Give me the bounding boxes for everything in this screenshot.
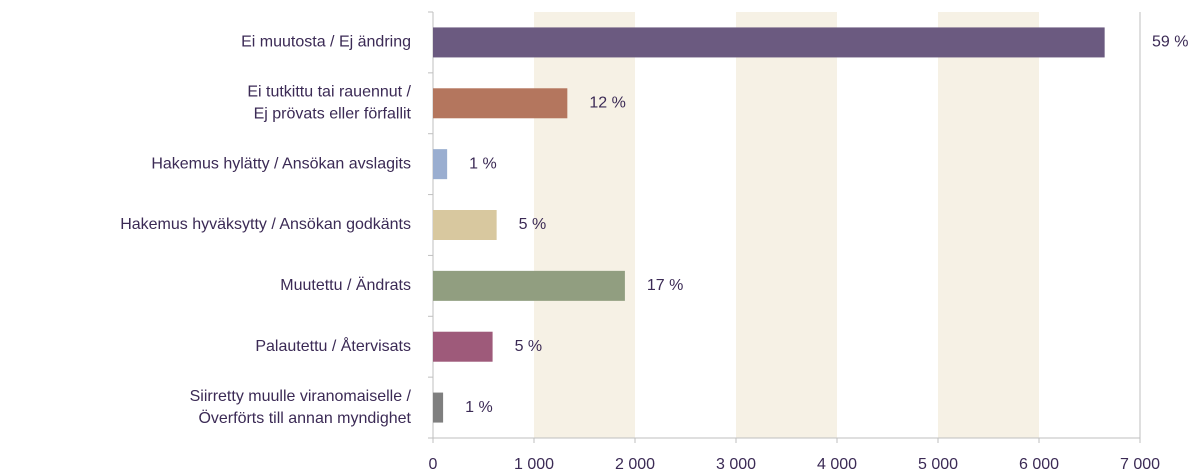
grid-band — [938, 12, 1039, 438]
x-tick-label: 6 000 — [1019, 456, 1059, 473]
x-tick-label: 3 000 — [716, 456, 756, 473]
y-tick-label: Palautettu / Återvisats — [255, 336, 411, 355]
bar — [433, 27, 1105, 58]
y-tick-label: Hakemus hyväksytty / Ansökan godkänts — [120, 216, 411, 233]
data-label: 5 % — [519, 216, 547, 233]
y-tick-label: Överförts till annan myndighet — [198, 409, 411, 427]
grid-band — [736, 12, 837, 438]
data-label: 1 % — [469, 155, 497, 172]
bar — [433, 210, 497, 240]
y-tick-label: Muutettu / Ändrats — [280, 276, 411, 294]
y-tick-label: Hakemus hylätty / Ansökan avslagits — [151, 155, 411, 172]
y-tick-label: Ei tutkittu tai rauennut / — [247, 84, 411, 101]
grid-band — [534, 12, 635, 438]
data-label: 1 % — [465, 399, 493, 416]
x-tick-label: 7 000 — [1120, 456, 1160, 473]
bar — [433, 270, 625, 301]
x-tick-label: 0 — [429, 456, 438, 473]
bar — [433, 149, 448, 180]
y-tick-label: Ei muutosta / Ej ändring — [241, 34, 411, 51]
data-label: 12 % — [589, 95, 625, 112]
x-tick-label: 1 000 — [514, 456, 554, 473]
bar — [433, 88, 568, 119]
x-tick-label: 4 000 — [817, 456, 857, 473]
x-tick-label: 2 000 — [615, 456, 655, 473]
data-label: 17 % — [647, 277, 683, 294]
bar — [433, 331, 493, 362]
data-label: 59 % — [1152, 34, 1188, 51]
y-tick-label: Siirretty muulle viranomaiselle / — [190, 388, 412, 405]
data-label: 5 % — [515, 338, 543, 355]
bar — [433, 392, 444, 423]
y-tick-label: Ej prövats eller förfallit — [254, 106, 412, 123]
x-tick-label: 5 000 — [918, 456, 958, 473]
